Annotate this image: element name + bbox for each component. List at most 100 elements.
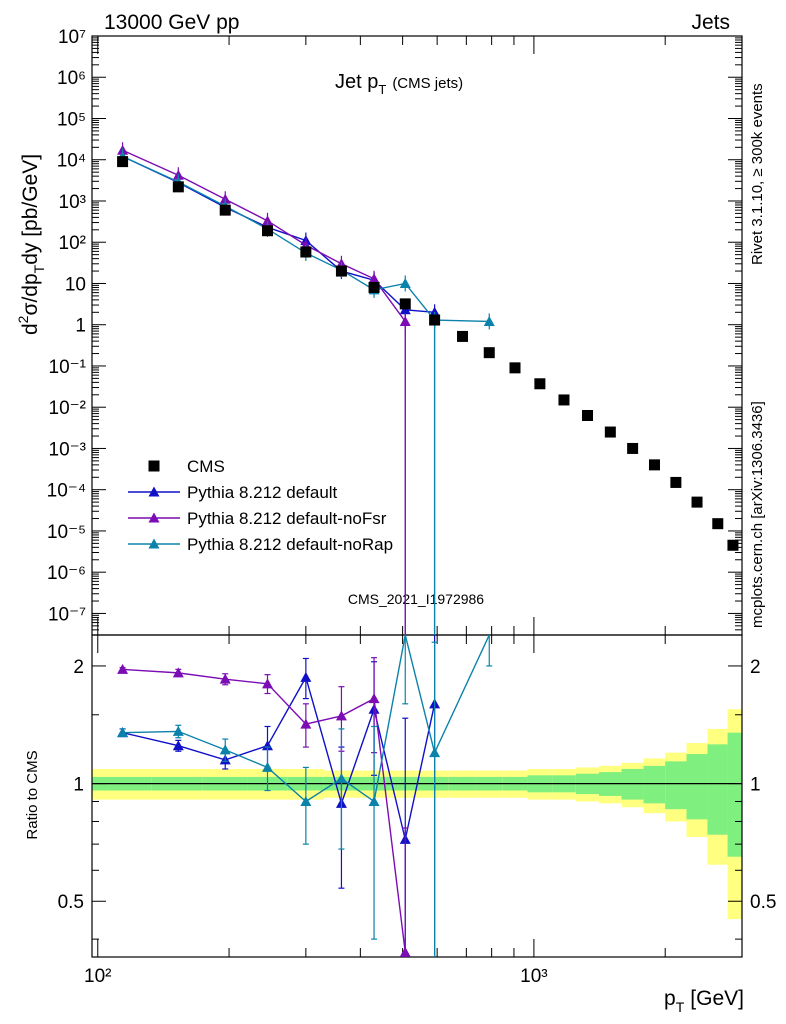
y-tick-label: 10⁻⁷ (48, 604, 86, 625)
legend-marker-cms (148, 460, 160, 472)
y-tick-label: 10⁻³ (49, 439, 87, 460)
cms-data-point (399, 298, 411, 310)
y-tick-label: 10⁻² (49, 398, 87, 419)
y-tick-label: 10⁴ (57, 151, 86, 172)
ratio-uncertainty-band (92, 709, 742, 920)
cms-data-point (648, 459, 660, 471)
series-marker (399, 277, 411, 288)
legend-marker (148, 486, 160, 497)
legend-marker (148, 538, 160, 549)
ratio-marker (262, 740, 273, 751)
y-tick-label: 10⁶ (57, 68, 86, 89)
cms-data-point (429, 314, 441, 326)
category-label: Jets (691, 11, 730, 34)
ratio-marker (172, 725, 184, 736)
main-series (117, 142, 739, 635)
ratio-marker (300, 795, 312, 806)
cms-data-point (457, 330, 469, 342)
ratio-tick-label: 0.5 (750, 892, 776, 913)
cms-data-point (300, 246, 312, 258)
band-inner-bin (665, 761, 687, 810)
cms-data-point (509, 362, 521, 374)
y-tick-label: 10⁷ (58, 27, 86, 48)
ratio-series (117, 634, 493, 957)
y-tick-label: 1 (75, 316, 86, 337)
series-marker (399, 315, 411, 326)
series-marker (262, 215, 273, 226)
legend-marker (148, 512, 160, 523)
ratio-line (122, 668, 406, 953)
cms-data-point (581, 409, 593, 421)
series-marker (429, 306, 441, 317)
x-tick-label: 10³ (520, 966, 547, 987)
cms-data-point (483, 347, 495, 359)
ratio-marker (172, 667, 184, 678)
ratio-marker (368, 693, 380, 704)
cms-data-point (727, 539, 739, 551)
ratio-marker (335, 710, 347, 721)
band-inner-bin (707, 744, 728, 835)
main-axes: 10⁻⁷ 10⁻⁶ 10⁻⁵ 10⁻⁴ 10⁻³ 10⁻² 10⁻¹ 1 10 10² 10³ 10⁴… (47, 27, 777, 987)
legend: CMS Pythia 8.212 default Pythia 8.212 defa… (128, 457, 393, 554)
rivet-version-label: Rivet 3.1.10, ≥ 300k events (749, 83, 766, 265)
ratio-marker (262, 678, 273, 689)
band-inner-bin (686, 754, 708, 820)
y-tick-label: 10 (65, 274, 86, 295)
cms-data-point (691, 496, 703, 508)
y-tick-label: 10⁻⁶ (47, 563, 86, 584)
band-inner-bin (621, 768, 644, 800)
y-tick-label: 10⁻⁴ (47, 481, 86, 502)
cms-data-point (172, 181, 184, 193)
cms-data-point (712, 518, 724, 530)
cms-data-point (604, 426, 616, 438)
cms-data-point (558, 394, 570, 406)
ratio-marker (300, 671, 312, 682)
ratio-tick-label: 2 (750, 657, 761, 678)
x-tick-label: 10² (84, 966, 111, 987)
mcplots-reference-label: mcplots.cern.ch [arXiv:1306.3436] (749, 401, 766, 628)
plot-title: Jet pT (CMS jets) (335, 71, 463, 97)
ratio-marker (429, 747, 441, 758)
band-inner-bin (727, 732, 742, 857)
ratio-marker (300, 718, 312, 729)
ratio-marker (219, 744, 231, 755)
series-marker (368, 273, 380, 284)
ratio-tick-label: 1 (73, 775, 84, 796)
legend-label: Pythia 8.212 default-noRap (187, 535, 393, 554)
ratio-plot-frame (91, 634, 743, 958)
analysis-watermark: CMS_2021_I1972986 (348, 591, 484, 607)
ratio-marker (117, 663, 129, 674)
ratio-tick-label: 1 (750, 775, 761, 796)
ratio-y-axis-label: Ratio to CMS (24, 750, 41, 839)
series-line (122, 155, 490, 323)
ratio-marker (219, 673, 231, 684)
cms-data-point (670, 476, 682, 488)
cms-data-point (262, 225, 273, 237)
legend-label: Pythia 8.212 default-noFsr (187, 509, 387, 528)
ratio-marker (172, 740, 184, 751)
ratio-marker (368, 795, 380, 806)
y-tick-label: 10³ (59, 192, 86, 213)
cms-data-point (219, 204, 231, 216)
y-tick-label: 10² (59, 233, 86, 254)
ratio-tick-label: 2 (73, 657, 84, 678)
series-marker (483, 315, 495, 326)
collision-label: 13000 GeV pp (104, 11, 239, 34)
ratio-marker (262, 761, 273, 772)
legend-label: CMS (187, 457, 225, 476)
y-tick-label: 10⁻¹ (49, 357, 87, 378)
ratio-tick-label: 0.5 (58, 892, 84, 913)
cms-data-point (627, 442, 639, 454)
cms-data-point (368, 281, 380, 293)
cms-data-point (335, 265, 347, 277)
main-y-axis-label: d2σ/dpTdy [pb/GeV] (15, 154, 47, 335)
band-inner-bin (643, 765, 666, 804)
ratio-line (122, 634, 490, 803)
series-line (122, 149, 406, 322)
legend-label: Pythia 8.212 default (187, 483, 338, 502)
ratio-marker (335, 773, 347, 784)
cms-data-point (117, 156, 129, 168)
series-line (122, 155, 435, 313)
ratio-marker (117, 727, 129, 738)
